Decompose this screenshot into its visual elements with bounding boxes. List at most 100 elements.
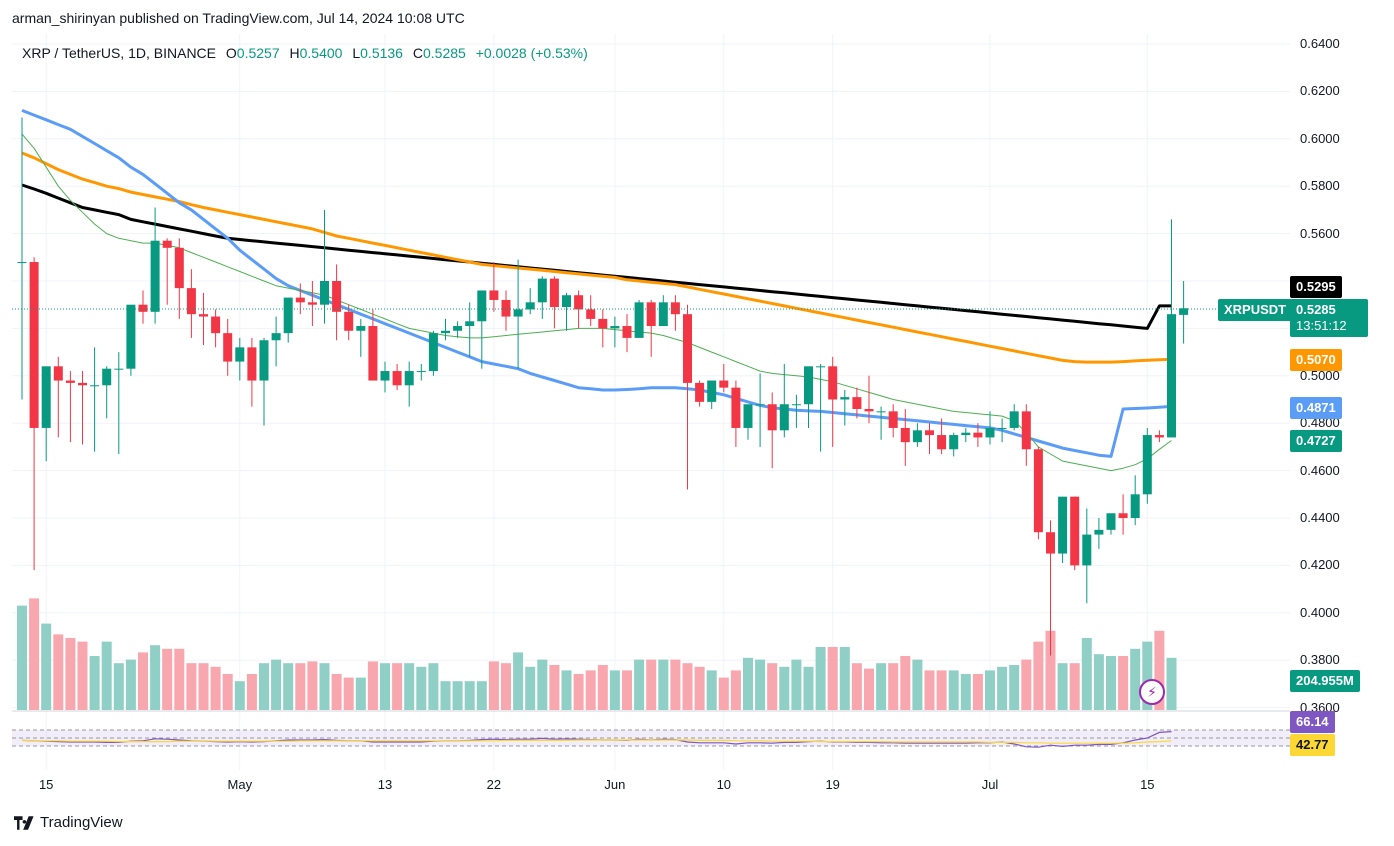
candle-body bbox=[816, 366, 826, 368]
candle-body bbox=[1033, 449, 1043, 533]
candle-body bbox=[53, 366, 63, 381]
price-tick-label: 0.3800 bbox=[1300, 652, 1340, 668]
candle-body bbox=[138, 304, 148, 312]
candle-body bbox=[1118, 513, 1128, 518]
volume-bar bbox=[972, 674, 983, 710]
volume-bar bbox=[343, 677, 354, 710]
candle-body bbox=[162, 240, 172, 248]
candle-body bbox=[767, 404, 777, 431]
volume-bar bbox=[17, 605, 27, 710]
low-value: 0.5136 bbox=[360, 45, 403, 61]
close-value: 0.5285 bbox=[422, 45, 466, 61]
candle-body bbox=[525, 302, 535, 310]
volume-bar bbox=[476, 681, 487, 710]
volume-bar bbox=[1166, 657, 1177, 710]
symbol-label[interactable]: XRP / TetherUS, 1D, BINANCE bbox=[22, 45, 216, 61]
volume-bar bbox=[924, 670, 935, 710]
time-tick-label: Jun bbox=[604, 777, 626, 792]
volume-bar bbox=[597, 665, 608, 710]
volume-bar bbox=[1106, 656, 1116, 710]
price-tick-label: 0.4400 bbox=[1300, 510, 1340, 525]
candle-body bbox=[1009, 411, 1019, 428]
candle-body bbox=[598, 318, 608, 329]
close-label: C bbox=[412, 45, 423, 61]
candle-body bbox=[186, 288, 196, 315]
volume-bar bbox=[367, 661, 378, 710]
candle-body bbox=[755, 404, 765, 406]
tradingview-logo-icon[interactable] bbox=[14, 815, 36, 830]
volume-bar bbox=[827, 647, 838, 710]
grid bbox=[12, 34, 1290, 770]
volume-tag: 204.955M bbox=[1290, 670, 1360, 692]
candle-body bbox=[997, 427, 1007, 429]
candle-body bbox=[392, 371, 402, 386]
candle-body bbox=[852, 397, 862, 409]
volume-bar bbox=[1118, 656, 1129, 710]
sma50-line bbox=[21, 109, 1172, 458]
volume-bar bbox=[694, 666, 705, 710]
candle-body bbox=[320, 281, 329, 305]
candle-body bbox=[29, 262, 39, 428]
candle-body bbox=[1082, 534, 1092, 566]
price-tick-label: 0.5000 bbox=[1300, 367, 1340, 383]
time-tick-label: 15 bbox=[38, 777, 54, 792]
volume-bar bbox=[767, 663, 778, 710]
candle-body bbox=[380, 371, 390, 381]
candlesticks bbox=[17, 117, 1189, 656]
volume-bar bbox=[150, 645, 161, 710]
candle-body bbox=[283, 297, 293, 334]
brand-label[interactable]: TradingView bbox=[40, 814, 123, 831]
candle-body bbox=[1021, 411, 1031, 450]
volume-bar bbox=[1009, 665, 1020, 710]
volume-bar bbox=[670, 659, 681, 710]
open-label: O bbox=[225, 45, 237, 61]
candle-body bbox=[416, 371, 426, 373]
lightning-icon[interactable]: ⚡ bbox=[1139, 679, 1165, 705]
volume-bar bbox=[65, 638, 76, 710]
time-tick-label: May bbox=[227, 777, 253, 792]
bar-countdown: 13:51:12 bbox=[1296, 318, 1347, 333]
volume-bar bbox=[658, 659, 669, 710]
candle-body bbox=[828, 366, 838, 400]
volume-bar bbox=[839, 647, 850, 710]
high-label: H bbox=[289, 45, 300, 61]
volume-bar bbox=[501, 663, 511, 710]
candle-body bbox=[1179, 308, 1189, 315]
volume-bar bbox=[428, 663, 439, 710]
candle-body bbox=[562, 295, 571, 308]
volume-bar bbox=[1154, 630, 1165, 710]
candle-body bbox=[307, 302, 317, 305]
volume-bar bbox=[525, 666, 536, 710]
volume-bar bbox=[1142, 641, 1153, 710]
candle-body bbox=[332, 281, 342, 312]
volume-bar bbox=[380, 663, 390, 710]
price-tick-label: 0.4000 bbox=[1300, 604, 1340, 620]
volume-bar bbox=[1033, 641, 1044, 710]
volume-bar bbox=[537, 659, 548, 710]
candle-body bbox=[634, 302, 644, 338]
volume-bar bbox=[706, 670, 717, 710]
volume-bar bbox=[851, 663, 862, 710]
sma200-price-tag: 0.5295 bbox=[1290, 276, 1342, 298]
volume-bar bbox=[307, 661, 318, 710]
candle-body bbox=[1167, 314, 1176, 438]
candle-body bbox=[441, 330, 450, 334]
volume-bar bbox=[392, 663, 403, 710]
candle-body bbox=[586, 309, 596, 319]
price-tick-label: 0.4600 bbox=[1300, 462, 1340, 478]
volume-bar bbox=[113, 663, 124, 710]
candle-body bbox=[223, 333, 233, 362]
volume-bar bbox=[101, 641, 112, 710]
price-tick-label: 0.6200 bbox=[1300, 83, 1340, 99]
volume-bar bbox=[1057, 663, 1068, 710]
candle-body bbox=[235, 347, 245, 362]
candle-body bbox=[925, 430, 934, 436]
volume-histogram bbox=[17, 598, 1177, 710]
volume-bar bbox=[718, 677, 729, 710]
candle-body bbox=[368, 326, 378, 381]
candle-body bbox=[985, 427, 995, 438]
candle-body bbox=[719, 380, 729, 388]
candle-body bbox=[1130, 494, 1140, 518]
candle-body bbox=[779, 404, 789, 431]
